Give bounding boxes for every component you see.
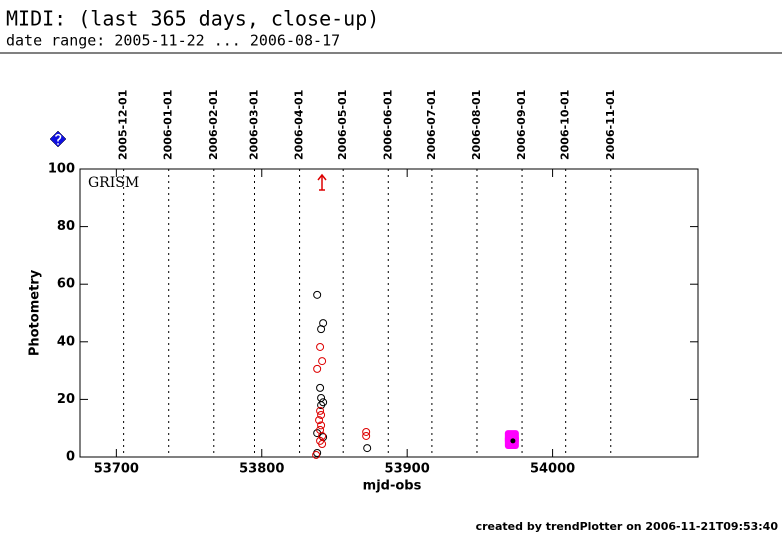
date-label: 2006-09-01 [515,90,528,160]
point [315,416,324,425]
point [317,325,326,334]
x-tick-label: 53900 [385,462,430,477]
date-label: 2006-04-01 [293,90,306,160]
date-label: 2006-10-01 [559,90,572,160]
chart-title: MIDI: (last 365 days, close-up) [6,7,379,31]
point [318,357,327,366]
point [317,393,326,402]
point [317,421,326,430]
y-tick-label: 0 [66,450,75,465]
point [317,401,326,410]
footer: created by trendPlotter on 2006-11-21T09… [476,520,779,533]
point [510,438,516,444]
date-label: 2006-08-01 [470,90,483,160]
y-tick-label: 40 [57,334,75,349]
annotation: GRISM [88,175,139,191]
point [317,410,326,419]
y-tick-label: 80 [57,219,75,234]
date-label: 2006-01-01 [162,90,175,160]
date-label: 2006-07-01 [425,90,438,160]
plot-frame [79,168,699,458]
y-tick-label: 20 [57,392,75,407]
date-label: 2006-02-01 [207,90,220,160]
point [313,290,322,299]
point [363,444,372,453]
x-axis-label: mjd-obs [363,479,422,494]
y-axis-label: Photometry [28,269,43,356]
point [362,427,371,436]
date-label: 2006-05-01 [336,90,349,160]
point [362,431,371,440]
date-label: 2006-11-01 [604,90,617,160]
y-tick-label: 100 [48,162,75,177]
y-tick-label: 60 [57,277,75,292]
point [316,383,325,392]
help-icon[interactable] [49,130,67,148]
date-label: 2005-12-01 [117,90,130,160]
point [316,342,325,351]
point [312,450,321,459]
date-label: 2006-03-01 [247,90,260,160]
offscale-arrow [317,173,327,191]
date-label: 2006-06-01 [381,90,394,160]
point [313,364,322,373]
x-tick-label: 53800 [239,462,284,477]
point [318,431,327,440]
x-tick-label: 54000 [530,462,575,477]
point [318,440,327,449]
x-tick-label: 53700 [94,462,139,477]
chart-subtitle: date range: 2005-11-22 ... 2006-08-17 [6,32,340,50]
point [316,406,325,415]
